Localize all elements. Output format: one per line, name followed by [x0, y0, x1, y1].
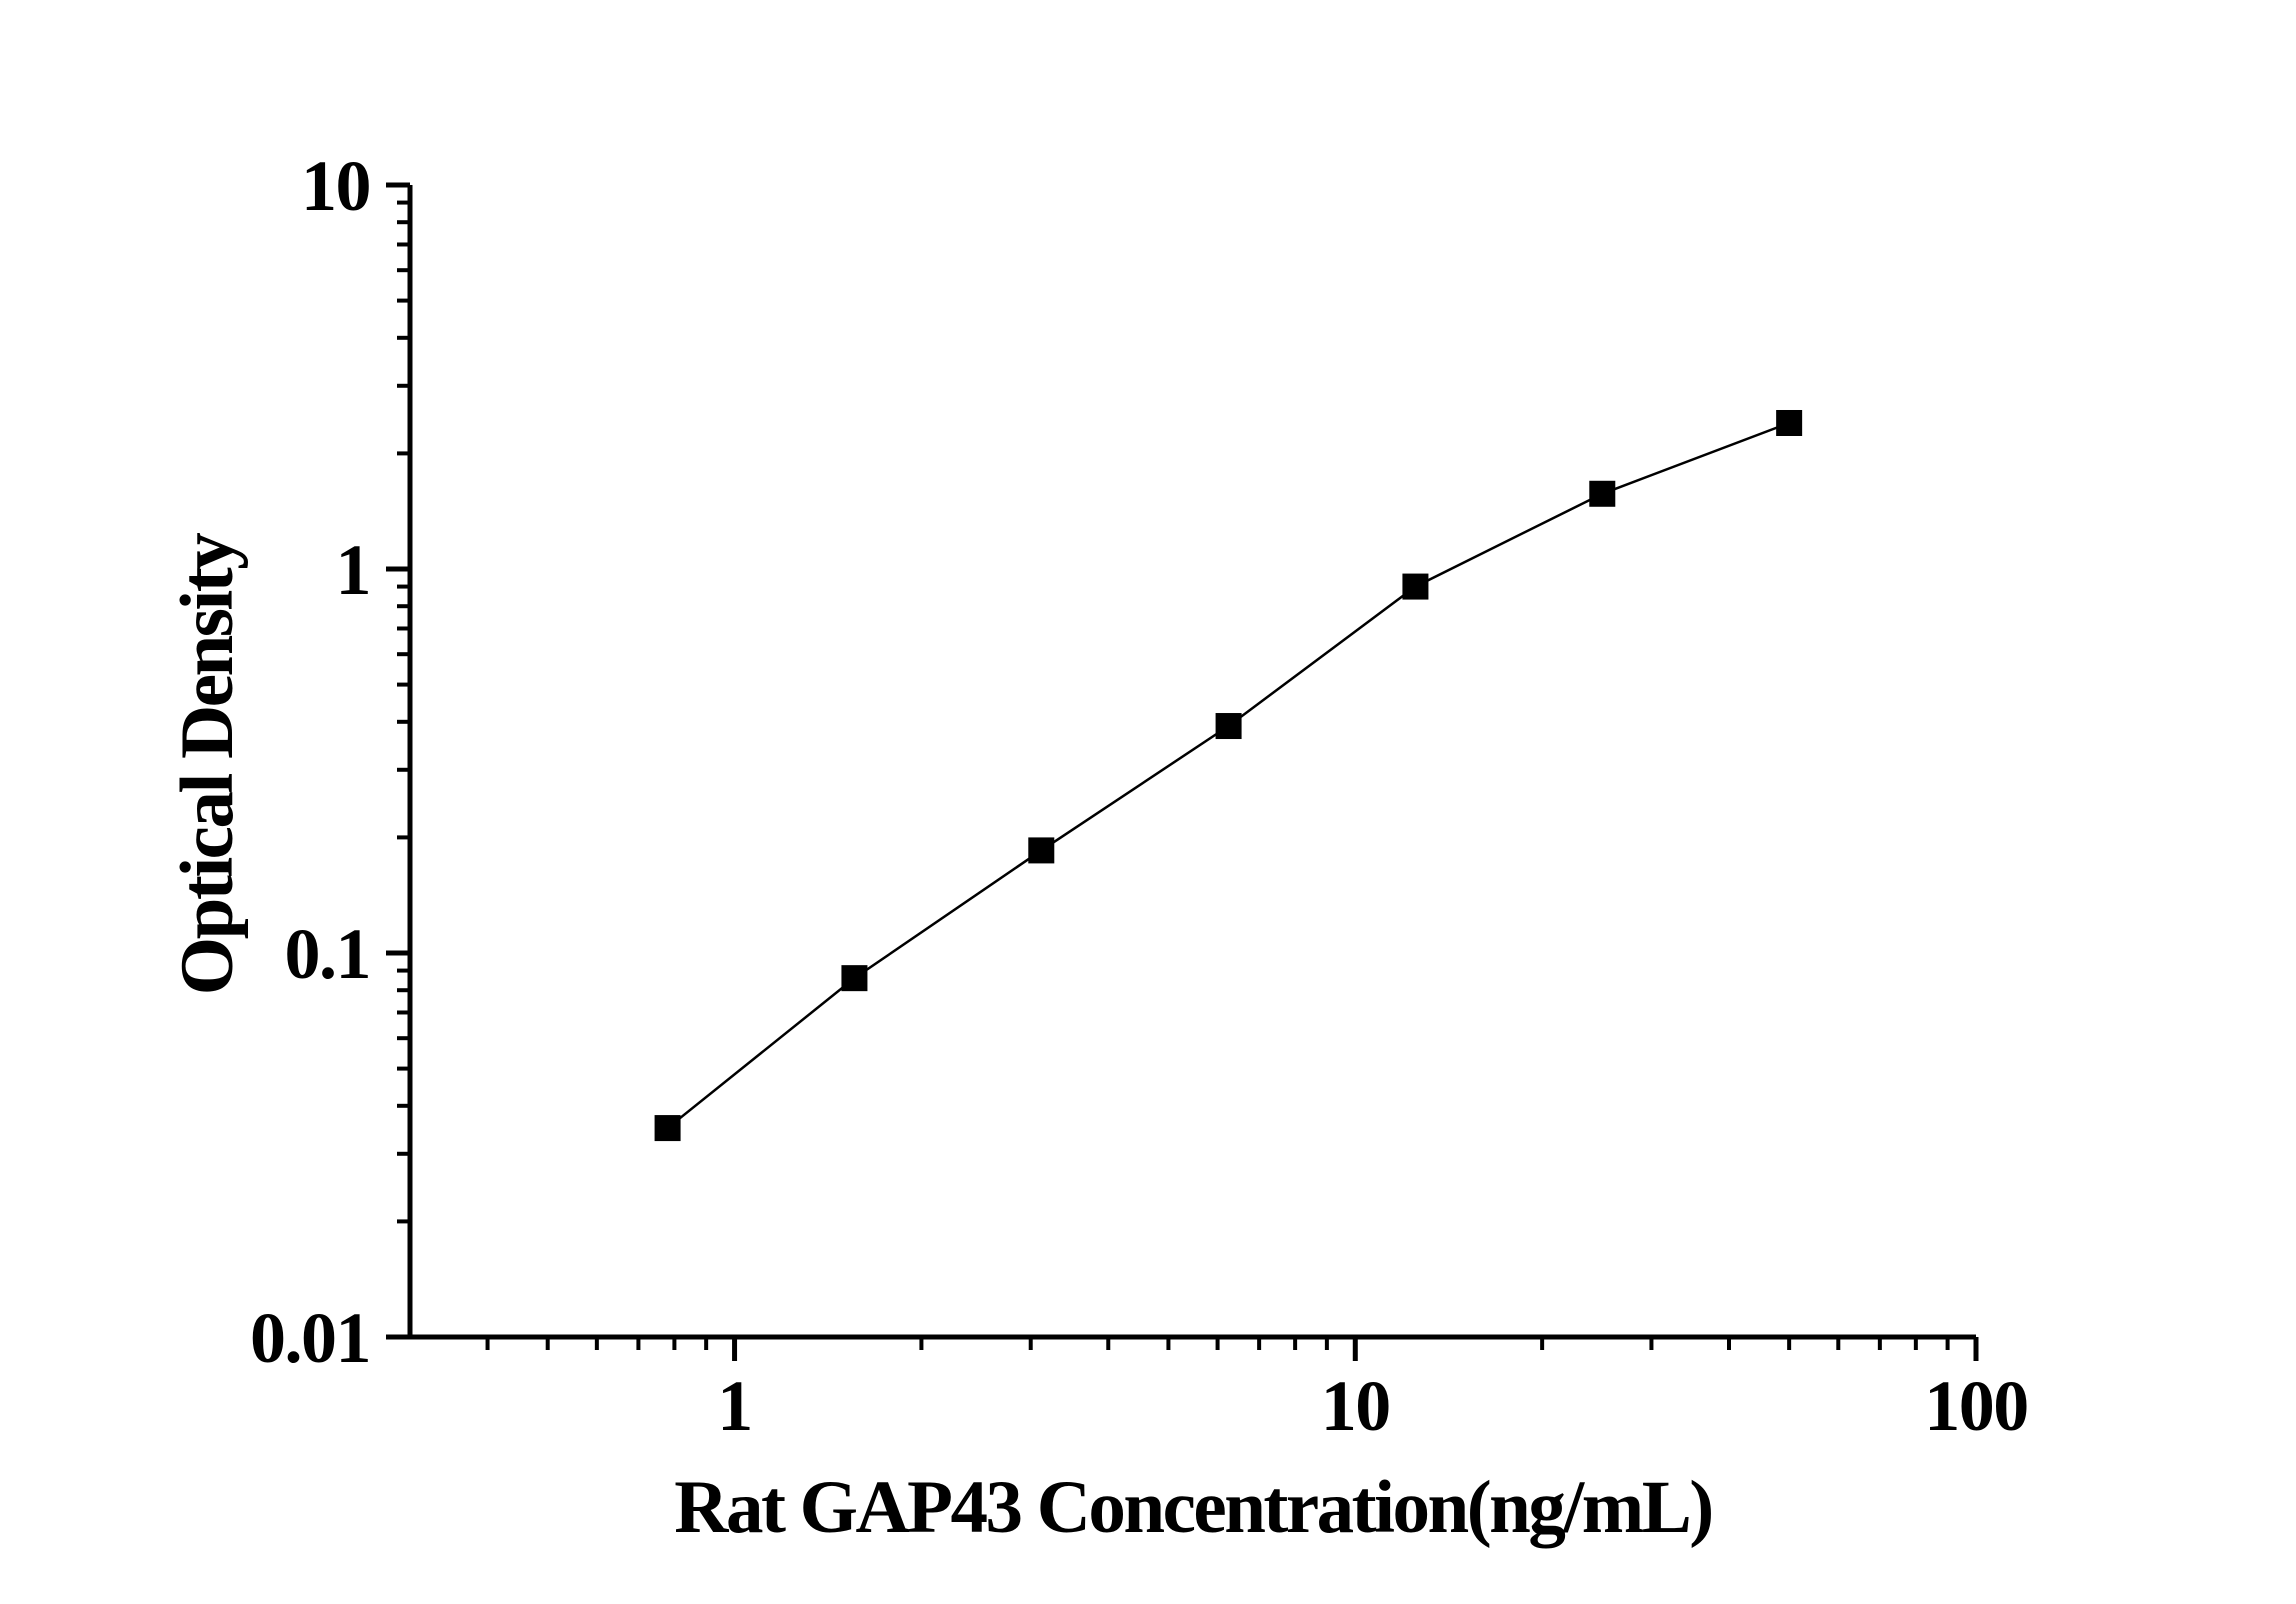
y-tick-label: 0.1 — [285, 914, 371, 994]
data-point-marker — [654, 1115, 681, 1142]
data-point-marker — [1589, 480, 1616, 507]
y-tick-label: 0.01 — [250, 1298, 370, 1378]
y-tick-label: 1 — [336, 530, 371, 610]
data-point-marker — [841, 965, 868, 992]
series-line — [666, 421, 1790, 1130]
data-point-marker — [1028, 837, 1055, 864]
y-axis-title: Optical Density — [166, 533, 249, 995]
data-point-marker — [1776, 409, 1803, 436]
data-series-layer — [654, 409, 1803, 1142]
x-tick-label: 1 — [717, 1366, 752, 1446]
data-point-marker — [1215, 713, 1242, 740]
x-tick-label: 10 — [1321, 1366, 1390, 1446]
data-point-marker — [1402, 573, 1429, 600]
y-tick-label: 10 — [301, 146, 370, 226]
x-axis-title: Rat GAP43 Concentration(ng/mL) — [674, 1466, 1711, 1549]
x-tick-label: 100 — [1924, 1366, 2028, 1446]
axes-layer: 1 10 100 0.01 0.1 1 10 — [250, 146, 2029, 1446]
